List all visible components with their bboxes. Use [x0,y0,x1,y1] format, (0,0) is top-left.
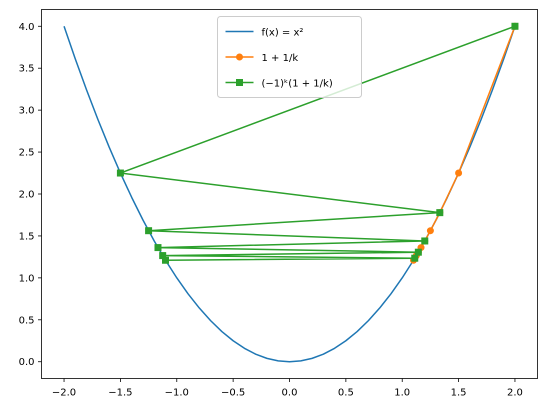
marker [511,22,519,30]
y-tick-label: 3.0 [19,106,35,117]
series-line [119,25,516,262]
y-tick-label: 0.0 [19,357,35,368]
x-tick-label: 0.0 [282,388,298,399]
x-tick-label: 2.0 [507,388,523,399]
marker [411,254,419,262]
y-tick-label: 1.0 [19,273,35,284]
x-tick-label: −1.0 [165,388,189,399]
x-tick-label: −0.5 [221,388,245,399]
x-tick-label: 0.5 [338,388,354,399]
marker [145,227,153,235]
x-tick-label: 1.0 [394,388,410,399]
y-tick-label: 3.5 [19,64,35,75]
marker [236,79,243,86]
legend: f(x) = x² 1 + 1/k (−1)ᵏ(1 + 1/k) [217,16,362,98]
legend-label: (−1)ᵏ(1 + 1/k) [262,79,333,90]
y-tick-label: 4.0 [19,22,35,33]
axes-frame [41,9,538,379]
marker [436,209,444,217]
x-tick-label: −2.0 [52,388,76,399]
marker [159,252,167,260]
legend-label: 1 + 1/k [262,53,299,64]
marker [162,256,169,264]
y-tick-label: 2.0 [19,190,35,201]
marker [426,227,434,235]
legend-box [217,16,362,98]
marker [154,244,162,252]
marker [421,237,429,245]
series-line [412,26,516,261]
marker [116,169,124,177]
y-tick-label: 0.5 [19,315,35,326]
marker [455,169,463,177]
y-tick-label: 2.5 [19,148,35,159]
marker [236,53,243,61]
x-tick-label: −1.5 [108,388,132,399]
x-tick-label: 1.5 [451,388,467,399]
legend-label: f(x) = x² [262,28,304,39]
y-tick-label: 1.5 [19,231,35,242]
marker [414,248,422,256]
